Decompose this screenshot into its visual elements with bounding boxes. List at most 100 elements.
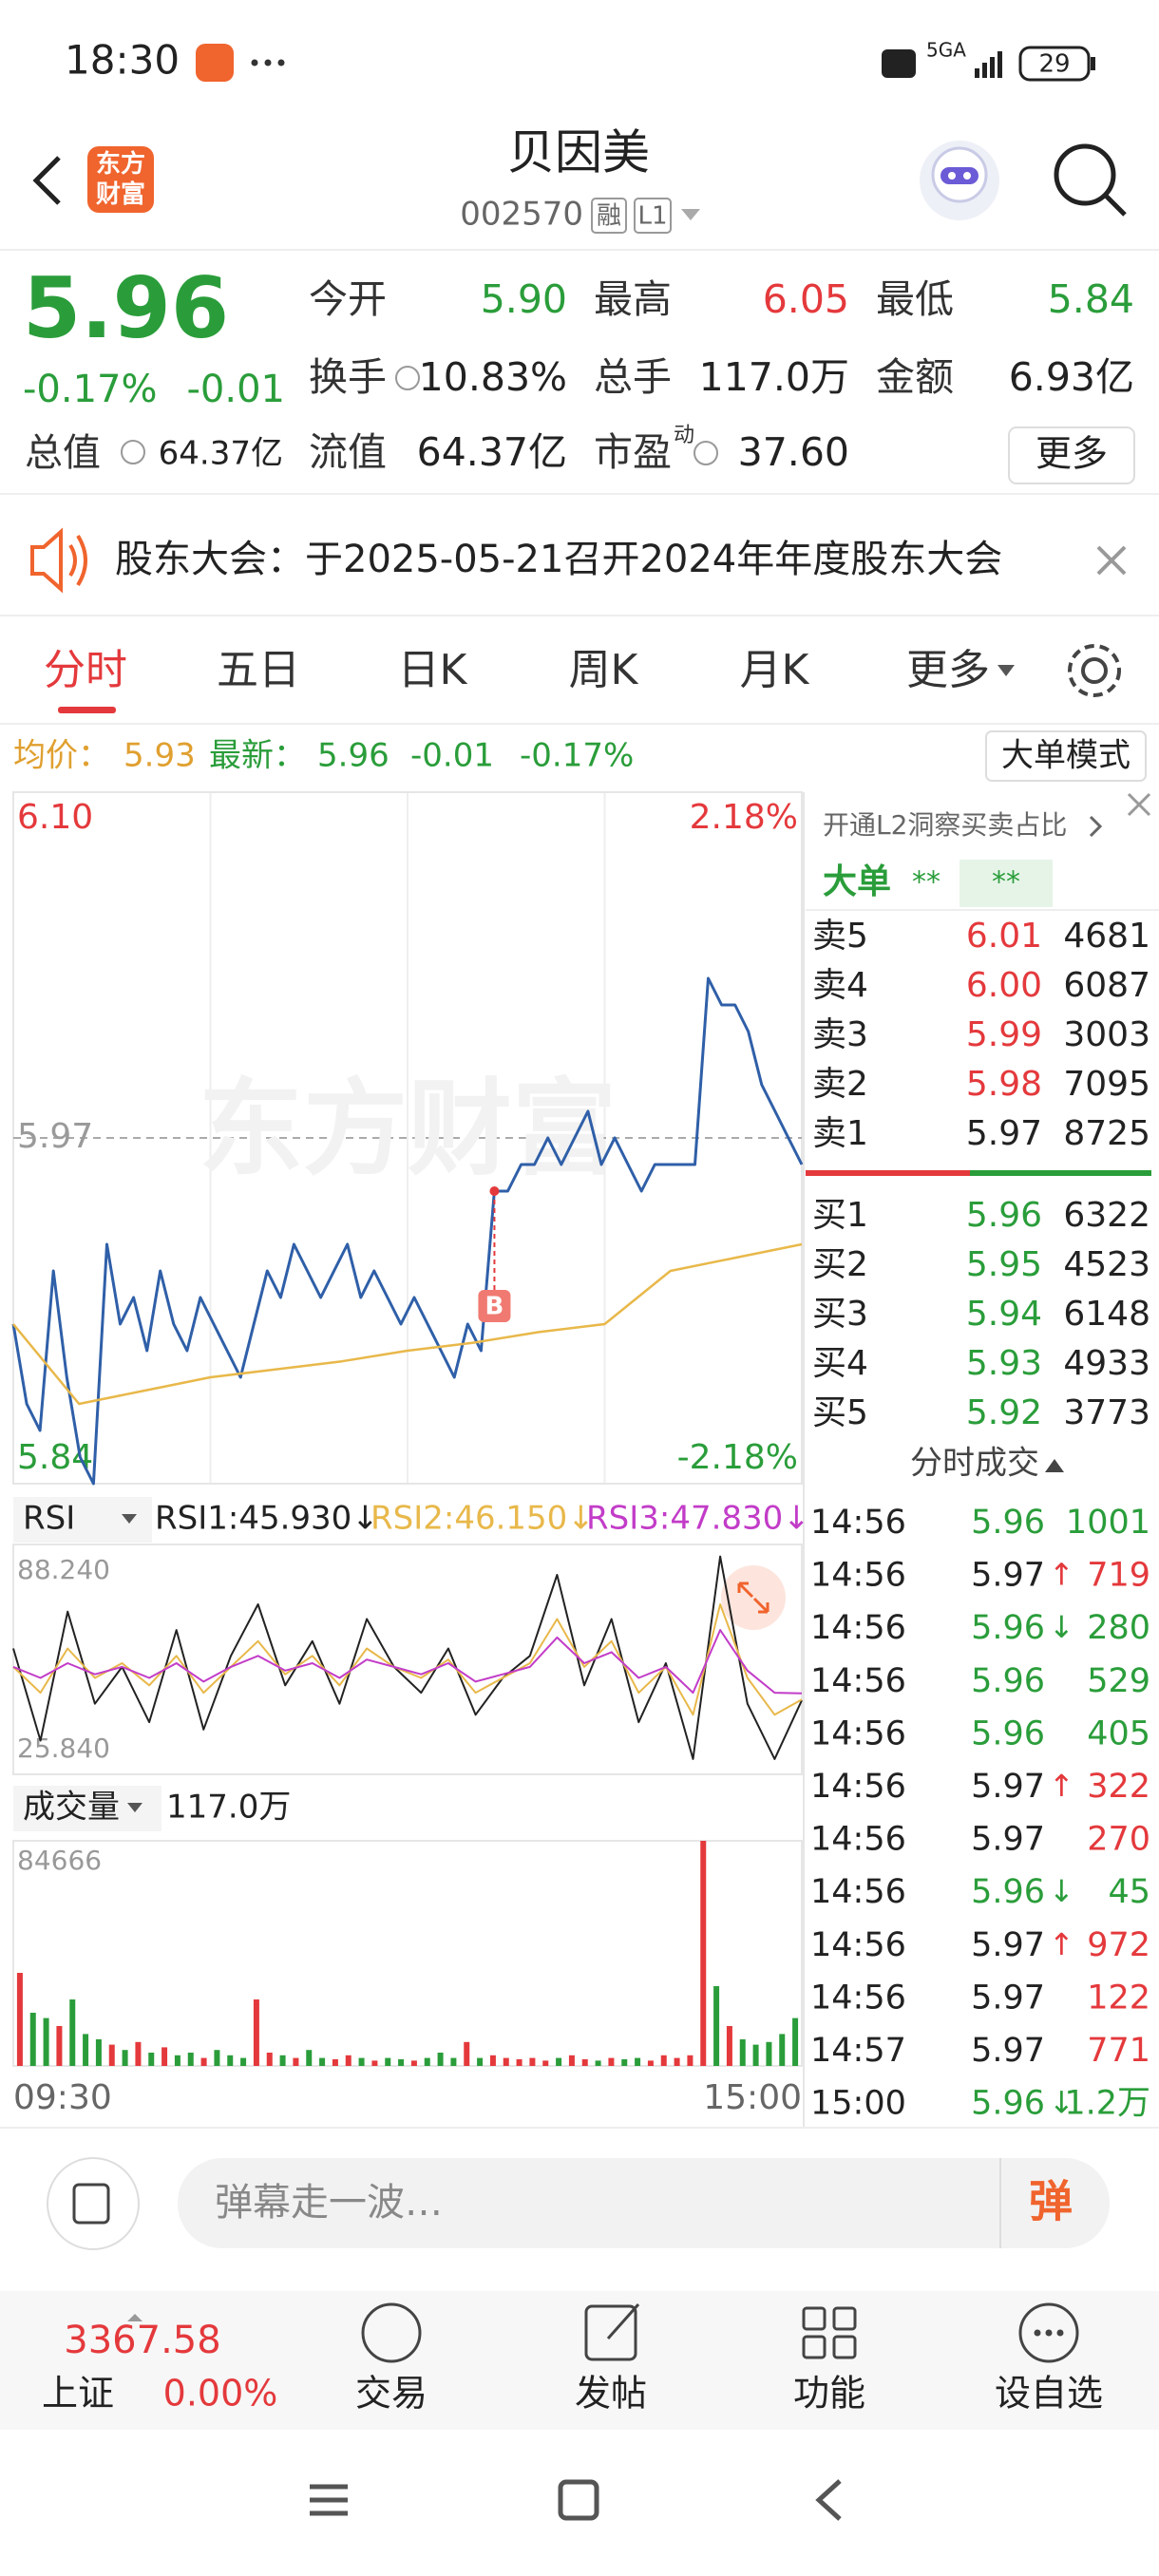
book-level: 卖3 [812,1015,868,1054]
tab[interactable]: 更多 [906,646,990,694]
book-volume: 8725 [1063,1114,1150,1153]
tab[interactable]: 分时 [44,646,127,694]
y-tick-label: 84666 [17,1845,102,1876]
l2-promo[interactable]: 开通L2洞察买卖占比 [823,809,1067,841]
volume-bar [779,2034,786,2066]
system-nav[interactable] [310,2479,842,2521]
y-tick-label: 5.97 [17,1117,93,1156]
nav-item[interactable]: 发帖 [575,2373,647,2415]
dropdown-arrow[interactable] [998,665,1015,676]
info-icon[interactable] [395,366,420,390]
notice-text[interactable]: 股东大会：于2025-05-21召开2024年年度股东大会 [115,538,1002,581]
close-promo[interactable] [1127,792,1151,817]
tab[interactable]: 五日 [217,646,300,694]
volume-bar [122,2050,128,2066]
field-value: 37.60 [738,429,849,475]
volume-bar [542,2060,549,2066]
volume-bar [647,2060,654,2066]
trade-time: 14:56 [810,1504,906,1542]
index-value[interactable]: 3367.58 [64,2319,220,2362]
app-icon [196,44,234,82]
volume-bar [595,2060,601,2066]
volume-bar [450,2057,457,2066]
trade-time: 14:56 [810,1926,906,1964]
badge-box [591,198,627,234]
book-volume: 3003 [1063,1015,1150,1054]
avg-price: 5.93 [124,737,196,775]
volume-bar [266,2053,273,2066]
tab[interactable]: 日K [398,646,468,694]
speaker-icon [30,527,87,594]
tab[interactable]: 月K [740,646,810,694]
volume-bar [713,1986,720,2066]
series-line [12,1242,803,1406]
volume-bar [279,2055,286,2066]
legend-entry: RSI3:47.830↓ [586,1500,810,1538]
ask-ratio-bar [806,1170,970,1176]
danmaku-toggle[interactable]: 弹 [1029,2176,1073,2227]
dot [251,59,258,66]
volume-total: 117.0万 [166,1789,291,1827]
marker-label: B [485,1293,504,1321]
book-level: 买1 [812,1196,868,1235]
mode-button[interactable] [985,730,1147,782]
volume-bar [660,2055,667,2066]
volume-bar [529,2057,536,2066]
app-logo[interactable]: 东方财富 [87,146,154,213]
volume-bar [319,2057,326,2066]
trades-title[interactable]: 分时成交 [910,1445,1039,1483]
trade-direction: ↑ [1049,1557,1074,1593]
index-name[interactable]: 上证 [42,2373,114,2415]
nav-item[interactable]: 功能 [793,2373,865,2415]
danmaku-settings[interactable] [47,2157,140,2250]
expand-button[interactable] [721,1565,786,1630]
field-label: 总值 [25,431,101,475]
danmaku-input[interactable] [178,2158,1110,2248]
field-value: 5.90 [481,276,567,322]
book-volume: 3773 [1063,1393,1150,1432]
nav-item[interactable]: 交易 [355,2373,428,2415]
more-button[interactable] [1008,426,1135,484]
trade-direction: ↓ [1049,1609,1074,1645]
chevron [1089,815,1103,838]
sort-arrow[interactable] [1045,1459,1064,1472]
volume-bar [227,2055,234,2066]
volume-bar [69,1999,76,2066]
volume-bar [687,2055,694,2066]
tab[interactable]: 周K [569,646,639,694]
indicator-name[interactable]: 成交量 [23,1789,120,1827]
index-change[interactable]: 0.00% [163,2373,278,2415]
assistant-avatar[interactable] [920,141,999,220]
volume-bar [700,1841,707,2066]
indicator-name[interactable]: RSI [23,1500,75,1538]
field-value: 64.37亿 [417,429,567,475]
danmaku-placeholder[interactable]: 弹幕走一波… [215,2181,443,2225]
volume-bar [568,2055,575,2066]
trade-time: 14:57 [810,2032,906,2070]
search-button[interactable] [1054,143,1127,217]
nav-item[interactable]: 设自选 [995,2373,1103,2415]
book-price: 5.95 [966,1245,1042,1284]
y-tick-label: 25.840 [17,1733,110,1764]
info-icon[interactable] [121,440,145,464]
dropdown-arrow[interactable] [127,1803,142,1812]
more-button-label[interactable]: 更多 [1036,433,1108,475]
back-button[interactable] [32,156,61,205]
book-price: 5.97 [966,1114,1042,1153]
field-label: 市盈 [594,429,672,475]
masked-value: ** [992,866,1020,900]
book-volume: 4681 [1063,917,1150,956]
mode-button-label[interactable]: 大单模式 [1001,737,1130,775]
trade-time: 14:56 [810,1662,906,1700]
bottom-nav [0,2291,1159,2430]
info-icon[interactable] [694,441,718,465]
last-price: 5.96 [23,259,229,357]
dropdown-arrow[interactable] [122,1514,137,1524]
big-order-label: 大单 [823,862,891,901]
badge-box [634,198,672,234]
volume-bar [516,2059,522,2066]
dropdown-arrow[interactable] [681,209,700,220]
close-notice[interactable] [1096,545,1127,576]
settings-button[interactable] [1068,644,1121,697]
field-label: 最高 [594,276,672,322]
